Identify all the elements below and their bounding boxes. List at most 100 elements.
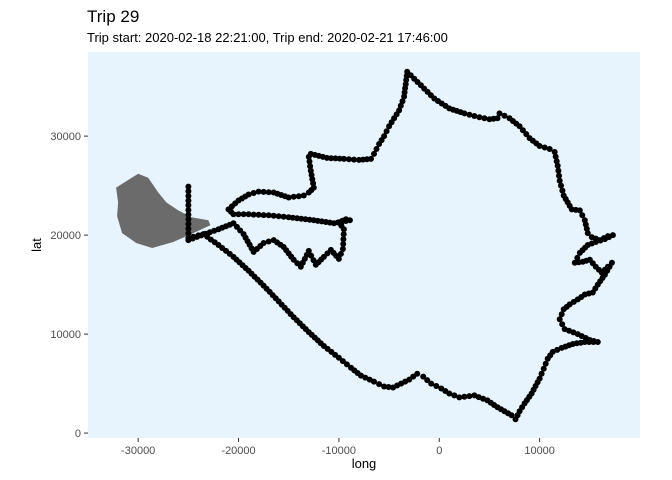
track-point [523,131,530,138]
track-point [496,110,503,117]
track-point [466,393,473,400]
track-point [275,213,282,220]
track-point [399,98,406,105]
track-point [250,211,257,218]
track-point [351,156,357,163]
track-point [420,373,427,380]
track-point [240,211,247,218]
track-point [558,182,564,189]
track-point [245,191,252,198]
x-axis: -30000 -20000 -10000 0 10000 [121,438,555,457]
track-point [185,188,192,195]
track-point [579,212,586,219]
track-point [308,252,315,259]
track-point [396,107,403,114]
track-point [348,364,354,371]
track-point [185,235,192,242]
track-point [586,339,593,345]
track-point [270,212,277,219]
track-point [590,339,597,345]
track-point [280,213,287,220]
track-point [541,144,548,151]
track-point [310,257,317,264]
track-point [337,250,344,257]
track-point [328,155,335,162]
track-point [195,232,202,239]
track-point [428,380,435,387]
track-point [381,383,388,390]
track-point [290,193,297,200]
track-point [519,127,526,134]
track-point [471,113,478,119]
track-point [461,393,468,400]
y-tick-label: 20000 [50,230,81,242]
chart-title: Trip 29 [87,7,139,26]
track-point [376,381,383,388]
chart-subtitle: Trip start: 2020-02-18 22:21:00, Trip en… [87,30,448,45]
track-point [340,241,347,247]
track-point [542,360,549,367]
y-tick-label: 0 [75,428,81,440]
plot-panel [88,52,640,438]
track-point [185,221,192,227]
x-tick-label: -30000 [121,445,155,457]
track-point [200,231,207,238]
track-point [285,194,292,201]
track-point [255,211,262,218]
x-tick-label: -10000 [322,445,356,457]
track-point [594,339,601,345]
track-point [481,115,488,122]
y-tick-label: 10000 [50,329,81,341]
track-point [307,167,314,174]
track-point [536,143,543,149]
track-point [185,211,192,218]
track-point [516,123,523,130]
track-point [306,158,313,165]
track-point [556,177,563,184]
track-point [554,162,561,169]
track-point [456,394,463,401]
track-point [265,238,272,245]
track-point [576,207,583,214]
track-point [185,202,192,209]
track-point [371,150,377,157]
track-point [584,230,591,237]
track-point [235,211,242,218]
track-point [461,110,468,117]
track-point [576,249,583,256]
track-point [339,246,346,252]
track-point [559,187,566,194]
track-point [185,197,192,204]
track-point [597,237,604,244]
track-point [185,193,192,199]
y-axis: 0 10000 20000 30000 [50,131,88,440]
track-point [332,155,339,162]
track-point [556,316,563,323]
track-point [185,225,192,232]
track-point [305,247,312,254]
y-tick-label: 30000 [50,131,81,143]
track-point [307,163,314,170]
track-point [538,370,545,377]
track-point [390,384,397,391]
track-point [190,233,197,240]
track-point [185,230,192,237]
track-point [185,207,192,213]
track-point [397,102,404,109]
track-point [553,158,560,165]
track-point [544,355,551,362]
track-point [260,188,267,195]
track-point [335,255,342,262]
track-point [540,365,547,372]
y-axis-title: lat [29,238,44,252]
track-point [451,392,458,399]
track-point [501,112,508,119]
track-point [339,358,346,365]
track-point [255,188,262,195]
track-point [381,133,388,140]
track-point [556,172,562,179]
track-point [340,231,347,238]
track-point [438,385,445,392]
track-point [343,361,350,368]
